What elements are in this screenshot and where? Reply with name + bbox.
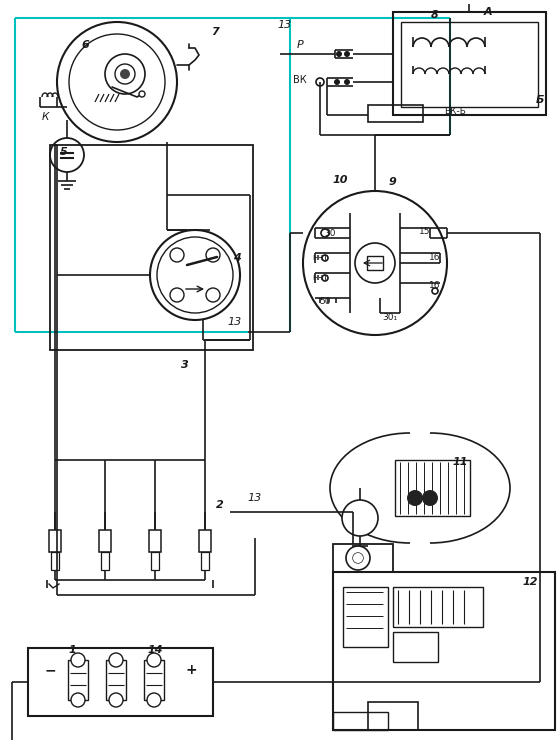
Text: 11: 11 xyxy=(452,457,468,467)
Text: ВК-Б: ВК-Б xyxy=(444,107,466,116)
Circle shape xyxy=(50,138,84,172)
Text: 12: 12 xyxy=(522,577,538,587)
Text: 16: 16 xyxy=(429,254,441,262)
Circle shape xyxy=(407,490,423,506)
Text: А: А xyxy=(483,7,492,17)
Circle shape xyxy=(303,191,447,335)
Text: 1: 1 xyxy=(68,645,76,655)
Bar xyxy=(99,530,111,552)
Bar xyxy=(51,552,59,570)
Text: ВК: ВК xyxy=(293,75,307,85)
Circle shape xyxy=(334,79,340,85)
Circle shape xyxy=(206,248,220,262)
Bar xyxy=(393,12,546,115)
Bar xyxy=(50,145,253,350)
Text: +: + xyxy=(185,663,197,677)
Text: 30: 30 xyxy=(324,229,336,238)
Text: 7: 7 xyxy=(211,27,219,37)
Bar xyxy=(106,660,126,700)
Text: К: К xyxy=(41,112,48,122)
Text: Б: Б xyxy=(536,95,544,105)
Circle shape xyxy=(170,288,184,302)
Circle shape xyxy=(353,553,363,563)
Circle shape xyxy=(147,653,161,667)
Text: 4: 4 xyxy=(233,253,241,263)
Text: 5: 5 xyxy=(60,147,68,157)
Text: 13: 13 xyxy=(248,493,262,503)
Circle shape xyxy=(322,255,328,261)
Bar xyxy=(343,587,388,647)
Text: 30₁: 30₁ xyxy=(383,314,398,322)
Circle shape xyxy=(206,288,220,302)
Circle shape xyxy=(150,230,240,320)
Circle shape xyxy=(344,79,350,85)
Bar xyxy=(395,460,470,516)
Circle shape xyxy=(115,64,135,84)
Text: 14: 14 xyxy=(147,645,163,655)
Text: 2: 2 xyxy=(216,500,224,510)
Text: Р: Р xyxy=(297,40,304,50)
Bar xyxy=(28,648,213,716)
Circle shape xyxy=(432,288,438,294)
Circle shape xyxy=(105,54,145,94)
Text: 13: 13 xyxy=(228,317,242,327)
Bar xyxy=(199,530,211,552)
Circle shape xyxy=(422,490,438,506)
Text: 6: 6 xyxy=(81,40,89,50)
Bar xyxy=(367,256,383,270)
Text: −: − xyxy=(44,663,56,677)
Circle shape xyxy=(109,693,123,707)
Circle shape xyxy=(336,51,342,57)
Text: ннт: ннт xyxy=(312,274,328,283)
Circle shape xyxy=(139,91,145,97)
Circle shape xyxy=(147,693,161,707)
Bar xyxy=(393,587,483,627)
Text: 3: 3 xyxy=(181,360,189,370)
Bar xyxy=(151,552,159,570)
Circle shape xyxy=(71,693,85,707)
Circle shape xyxy=(120,69,130,79)
Circle shape xyxy=(353,553,363,563)
Circle shape xyxy=(69,34,165,130)
Circle shape xyxy=(57,22,177,142)
Bar xyxy=(393,632,438,662)
Circle shape xyxy=(316,78,324,86)
Bar xyxy=(401,22,538,107)
Bar xyxy=(333,712,388,730)
Text: ннт: ннт xyxy=(312,254,328,262)
Circle shape xyxy=(355,243,395,283)
Circle shape xyxy=(157,237,233,313)
Text: 15: 15 xyxy=(419,226,431,236)
Text: 16: 16 xyxy=(429,280,441,290)
Bar xyxy=(333,544,393,572)
Bar xyxy=(149,530,161,552)
Text: 10: 10 xyxy=(332,175,348,185)
Circle shape xyxy=(342,500,378,536)
Bar xyxy=(144,660,164,700)
Bar xyxy=(101,552,109,570)
Circle shape xyxy=(170,248,184,262)
Text: 50: 50 xyxy=(319,296,331,305)
Bar xyxy=(368,105,423,122)
Bar xyxy=(68,660,88,700)
Circle shape xyxy=(322,275,328,281)
Bar xyxy=(201,552,209,570)
Bar xyxy=(49,530,61,552)
Circle shape xyxy=(344,51,350,57)
Text: 13: 13 xyxy=(278,20,292,30)
Circle shape xyxy=(71,653,85,667)
Circle shape xyxy=(109,653,123,667)
Bar xyxy=(368,702,418,730)
Text: 9: 9 xyxy=(388,177,396,187)
Circle shape xyxy=(321,229,329,237)
Bar xyxy=(333,572,555,730)
Circle shape xyxy=(346,546,370,570)
Text: 8: 8 xyxy=(431,10,439,20)
